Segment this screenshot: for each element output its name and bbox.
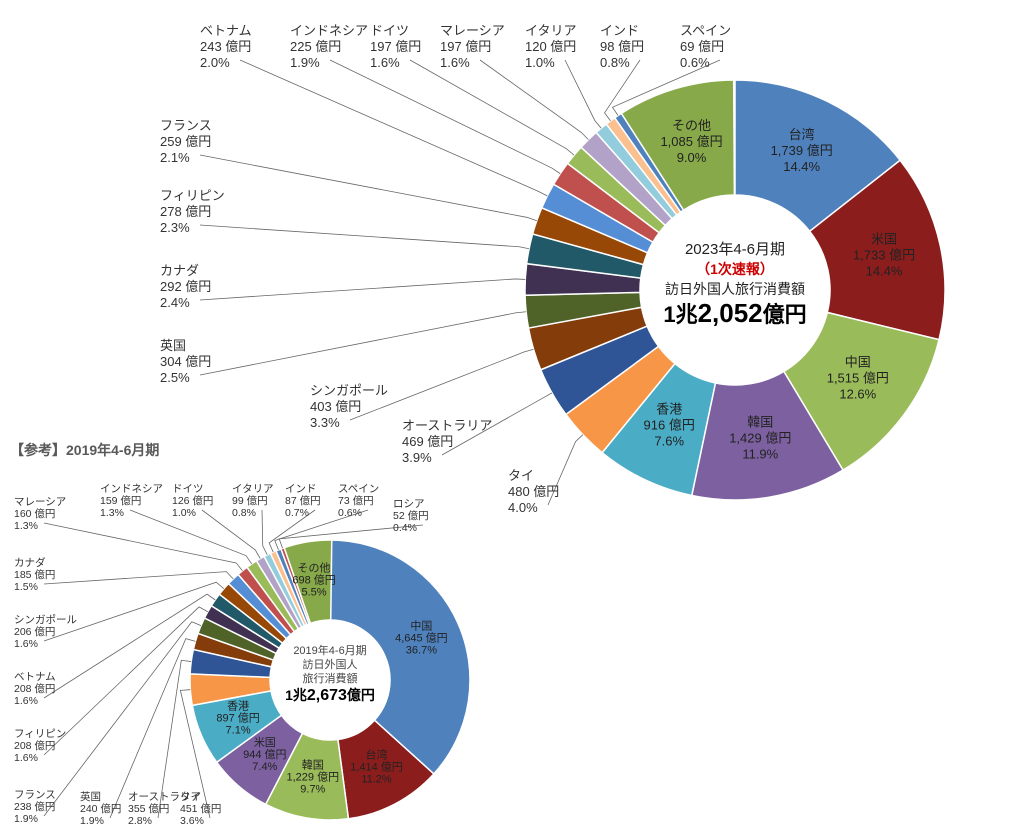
sub-donut-callout-label: フランス238 億円1.9% [14, 789, 56, 825]
main-donut-callout-label: シンガポール403 億円3.3% [310, 383, 388, 430]
sub-donut-callout-label: イタリア99 億円0.8% [232, 483, 274, 519]
main-donut-leader [200, 155, 537, 221]
sub-donut-callout-label: シンガポール206 億円1.6% [14, 614, 77, 650]
sub-donut-callout-label: インド87 億円0.7% [285, 483, 321, 519]
sub-donut-leader [44, 622, 201, 816]
sub-donut-callout-label: ロシア52 億円0.4% [393, 498, 429, 534]
main-donut-callout-label: ドイツ197 億円1.6% [370, 23, 421, 70]
main-donut-leader [565, 60, 601, 128]
main-donut-callout-label: 英国304 億円2.5% [160, 338, 211, 385]
main-donut-leader [240, 60, 547, 196]
sub-donut-callout-label: 英国240 億円1.9% [80, 790, 121, 827]
main-donut-callout-label: マレーシア197 億円1.6% [440, 23, 505, 70]
reference-title: 【参考】2019年4-6月期 [10, 440, 159, 460]
sub-donut-leader [262, 510, 267, 555]
sub-donut-callout-label: カナダ185 億円1.5% [14, 556, 55, 593]
main-donut-callout-label: タイ480 億円4.0% [508, 468, 559, 515]
main-donut-leader [410, 60, 574, 155]
main-donut-callout-label: フィリピン278 億円2.3% [160, 188, 225, 235]
main-donut-leader [330, 60, 560, 174]
main-donut-callout-label: スペイン69 億円0.6% [680, 23, 731, 70]
main-donut-callout-label: インド98 億円0.8% [600, 23, 644, 70]
main-donut-callout-label: イタリア120 億円1.0% [525, 23, 576, 70]
chart-canvas: 台湾1,739 億円14.4%米国1,733 億円14.4%中国1,515 億円… [0, 0, 1024, 834]
main-donut-callout-label: インドネシア225 億円1.9% [290, 23, 368, 70]
sub-donut-callout-label: ベトナム208 億円1.6% [14, 671, 56, 707]
main-donut-callout-label: カナダ292 億円2.4% [160, 263, 211, 310]
sub-donut-leader [44, 572, 233, 584]
main-donut-callout-label: オーストラリア469 億円3.9% [402, 418, 492, 465]
main-donut-leader [200, 312, 526, 375]
sub-donut-callout-label: スペイン73 億円0.6% [338, 483, 379, 519]
sub-donut-leader [44, 582, 224, 641]
sub-donut-callout-label: インドネシア159 億円1.3% [100, 483, 163, 519]
sub-donut-leader [44, 607, 208, 755]
main-donut-leader [480, 60, 588, 140]
sub-donut-callout-label: フィリピン208 億円1.6% [14, 728, 66, 764]
sub-donut-leader [44, 523, 242, 571]
sub-donut-callout-label: マレーシア160 億円1.3% [14, 496, 66, 532]
main-donut-callout-label: ベトナム243 億円2.0% [200, 23, 252, 70]
main-donut-leader [200, 225, 529, 249]
main-donut-callout-label: フランス259 億円2.1% [160, 118, 212, 165]
main-donut-leader [200, 279, 525, 300]
